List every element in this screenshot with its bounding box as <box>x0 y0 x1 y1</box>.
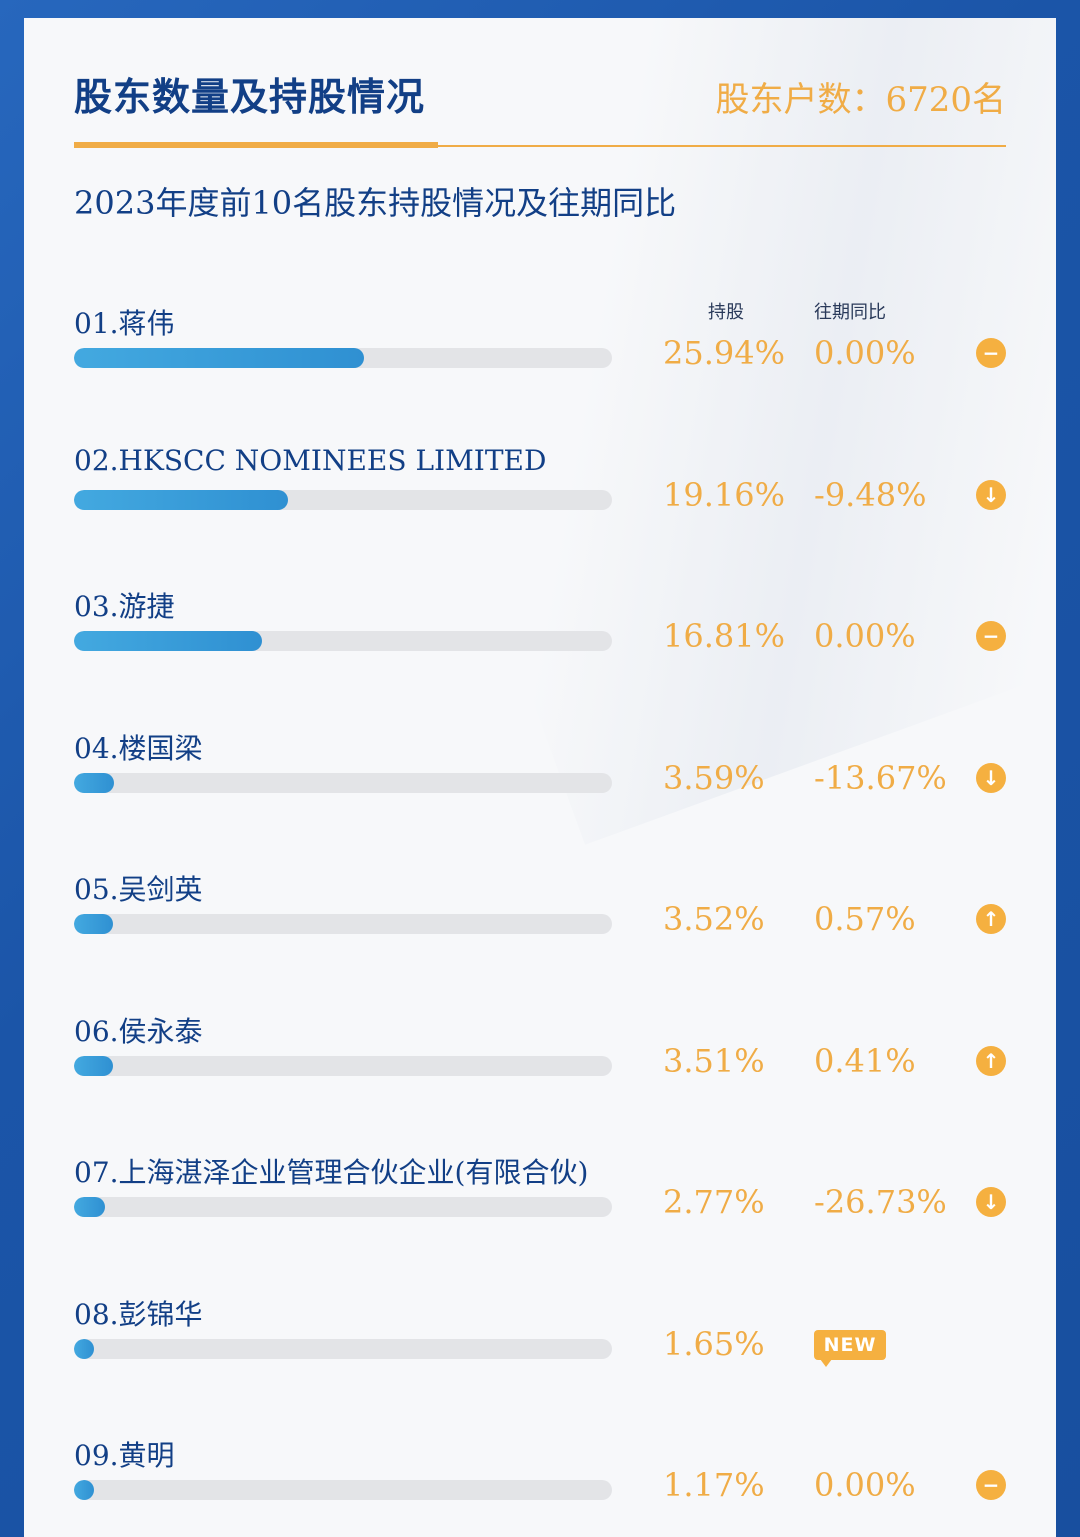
table-subtitle: 2023年度前10名股东持股情况及往期同比 <box>74 184 677 222</box>
section-title: 股东数量及持股情况 <box>74 75 426 119</box>
shareholder-row: 09.黄明 1.17% 0.00% − <box>74 1434 1014 1534</box>
holding-bar-fill <box>74 489 289 510</box>
holding-bar-track <box>74 1338 612 1359</box>
minus-icon: − <box>976 621 1006 651</box>
yoy-change: -13.67% <box>814 758 947 797</box>
holding-bar-track <box>74 348 612 368</box>
new-badge: NEW <box>814 1329 886 1367</box>
yoy-change: 0.57% <box>814 900 916 938</box>
holding-percent: 3.51% <box>663 1041 765 1080</box>
holding-percent: 1.65% <box>663 1324 765 1363</box>
holding-bar-track <box>74 631 612 651</box>
column-header-holding: 持股 <box>708 302 744 323</box>
holding-percent: 19.16% <box>663 475 786 514</box>
yoy-change: -9.48% <box>814 475 927 514</box>
holding-percent: 1.17% <box>663 1466 765 1504</box>
arrow-down-icon: ↓ <box>976 1187 1006 1217</box>
title-underline-accent <box>74 142 438 148</box>
holding-percent: 3.52% <box>663 900 765 938</box>
shareholder-name: 09.黄明 <box>74 1439 175 1472</box>
shareholder-name: 05.吴剑英 <box>74 873 203 906</box>
minus-icon: − <box>976 1470 1006 1500</box>
yoy-change: -26.73% <box>814 1183 947 1221</box>
column-header-yoy: 往期同比 <box>814 302 886 323</box>
holding-bar-track <box>74 1197 612 1217</box>
shareholder-name: 07.上海湛泽企业管理合伙企业(有限合伙) <box>74 1156 589 1189</box>
holding-bar-track <box>74 914 612 934</box>
shareholder-row: 01.蒋伟 25.94% 0.00% − <box>74 302 1014 402</box>
yoy-change: 0.00% <box>814 617 916 655</box>
yoy-change: 0.00% <box>814 1466 916 1504</box>
shareholder-name: 01.蒋伟 <box>74 307 175 340</box>
holding-percent: 16.81% <box>663 617 786 655</box>
holding-percent: 25.94% <box>663 334 786 372</box>
holding-bar-fill <box>74 1055 114 1076</box>
arrow-down-icon: ↓ <box>976 479 1006 510</box>
holding-bar-fill <box>74 772 115 793</box>
minus-icon: − <box>976 338 1006 368</box>
holding-bar-fill <box>74 914 114 934</box>
yoy-change: 0.41% <box>814 1041 916 1080</box>
shareholder-row: 05.吴剑英 3.52% 0.57% ↑ <box>74 868 1014 968</box>
arrow-up-icon: ↑ <box>976 904 1006 934</box>
arrow-up-icon: ↑ <box>976 1045 1006 1076</box>
yoy-change: 0.00% <box>814 334 916 372</box>
shareholder-name: 04.楼国梁 <box>74 731 203 765</box>
shareholder-row: 03.游捷 16.81% 0.00% − <box>74 585 1014 685</box>
holders-count: 股东户数：6720名 <box>715 80 1006 120</box>
holding-bar-track <box>74 489 612 510</box>
holding-bar-fill <box>74 1480 94 1500</box>
holding-bar-fill <box>74 1338 94 1359</box>
shareholder-row: 04.楼国梁 3.59% -13.67% ↓ <box>74 727 1014 827</box>
shareholder-name: 08.彭锦华 <box>74 1297 203 1331</box>
shareholder-card: 股东数量及持股情况 股东户数：6720名 2023年度前10名股东持股情况及往期… <box>24 18 1056 1537</box>
holding-percent: 2.77% <box>663 1183 765 1221</box>
shareholder-name: 03.游捷 <box>74 590 175 623</box>
holding-bar-track <box>74 1055 612 1076</box>
holding-bar-fill <box>74 348 365 368</box>
holding-bar-fill <box>74 631 263 651</box>
holding-percent: 3.59% <box>663 758 765 797</box>
arrow-down-icon: ↓ <box>976 762 1006 793</box>
holding-bar-fill <box>74 1197 105 1217</box>
shareholder-name: 06.侯永泰 <box>74 1014 203 1048</box>
holding-bar-track <box>74 1480 612 1500</box>
shareholder-row: 07.上海湛泽企业管理合伙企业(有限合伙) 2.77% -26.73% ↓ <box>74 1151 1014 1251</box>
shareholder-row: 08.彭锦华 1.65% NEW <box>74 1293 1014 1393</box>
shareholder-row: 06.侯永泰 3.51% 0.41% ↑ <box>74 1010 1014 1110</box>
shareholder-row: 02.HKSCC NOMINEES LIMITED 19.16% -9.48% ↓ <box>74 444 1014 544</box>
shareholder-name: 02.HKSCC NOMINEES LIMITED <box>74 443 547 477</box>
holding-bar-track <box>74 772 612 793</box>
title-divider <box>74 145 1006 147</box>
